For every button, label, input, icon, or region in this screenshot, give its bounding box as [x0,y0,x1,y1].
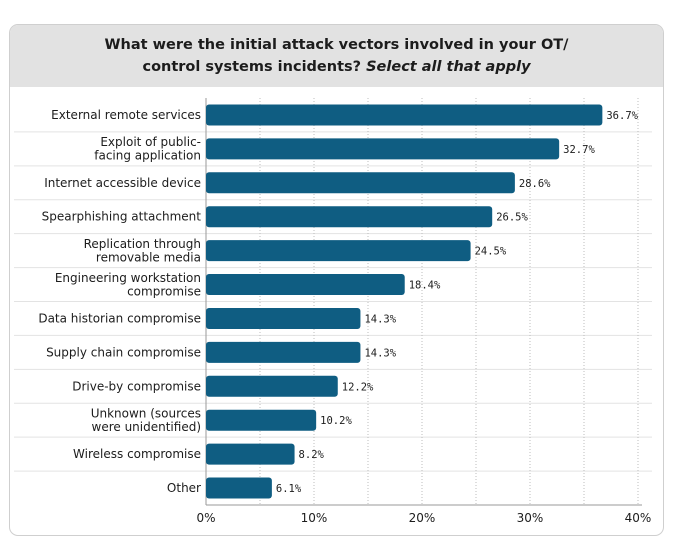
value-label: 8.2% [299,449,325,461]
value-label: 32.7% [563,144,595,156]
value-label: 28.6% [519,178,551,190]
category-label: Data historian compromise [38,311,201,325]
bar [206,172,515,194]
chart-title-line-2: control systems incidents? Select all th… [142,56,530,78]
value-label: 24.5% [475,246,507,258]
bar [206,274,405,296]
x-tick-label: 40% [625,511,652,525]
x-tick-label: 30% [517,511,544,525]
bar [206,477,272,499]
x-tick-label: 0% [196,511,215,525]
category-label: Wireless compromise [73,447,201,461]
bar [206,375,338,397]
category-label: Internet accessible device [44,176,201,190]
category-label: Unknown (sources were unidentified) [91,406,201,434]
bar [206,240,471,262]
chart-title-main: control systems incidents? [142,59,362,75]
value-label: 18.4% [409,280,441,292]
category-label: Supply chain compromise [46,345,201,359]
category-label: Engineering workstation compromise [55,271,201,299]
value-label: 14.3% [364,347,396,359]
category-label: Other [167,481,201,495]
value-label: 12.2% [342,381,374,393]
x-tick-label: 10% [301,511,328,525]
chart-title-italic: Select all that apply [366,59,531,75]
bar [206,138,560,160]
value-label: 14.3% [364,313,396,325]
bar [206,206,493,228]
x-tick-label: 20% [409,511,436,525]
category-label: Exploit of public-facing application [94,135,201,163]
bar [206,104,603,126]
bar [206,341,361,363]
bar [206,443,295,465]
value-label: 36.7% [606,110,638,122]
chart-title-line-1: What were the initial attack vectors inv… [104,37,569,53]
value-label: 10.2% [320,415,352,427]
category-label: Drive-by compromise [72,379,201,393]
category-label: Spearphishing attachment [42,210,202,224]
value-label: 6.1% [276,483,302,495]
value-label: 26.5% [496,212,528,224]
category-label: Replication through removable media [84,237,201,265]
chart-header: What were the initial attack vectors inv… [10,25,663,87]
category-label: External remote services [51,108,201,122]
bar [206,307,361,329]
bar [206,409,317,431]
